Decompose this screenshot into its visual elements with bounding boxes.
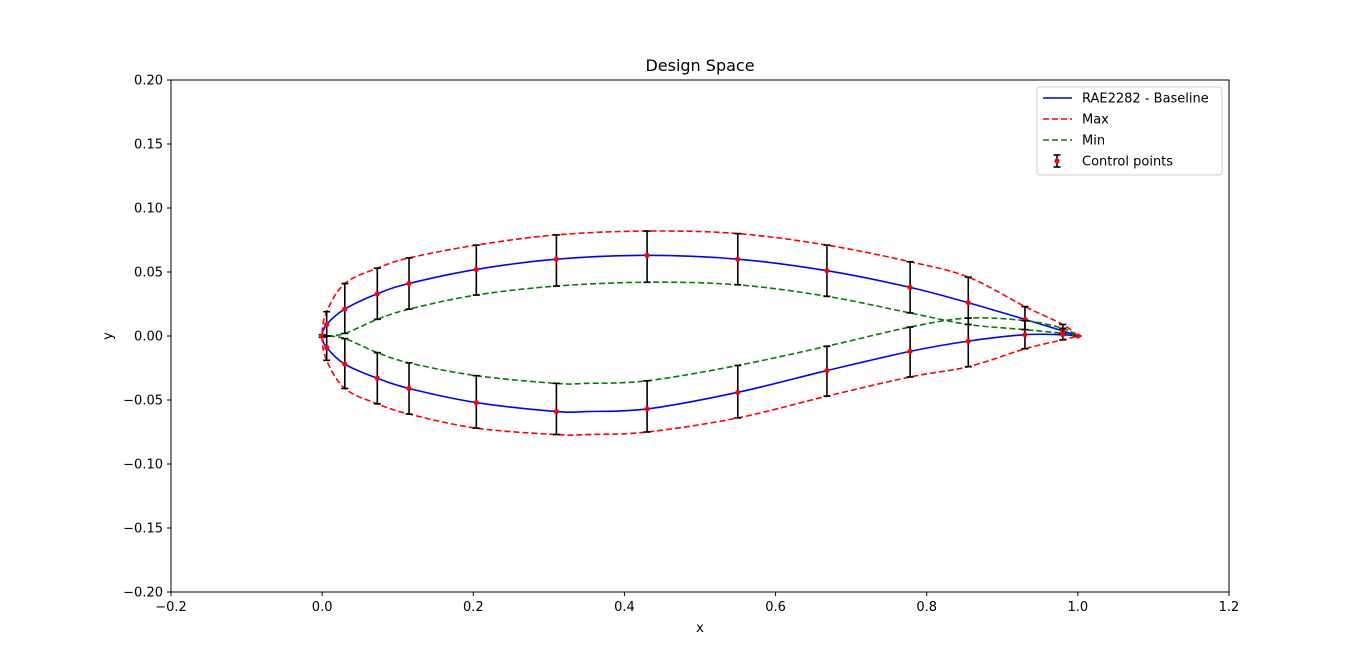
control-point: [1074, 333, 1082, 339]
series-line-max: [321, 230, 1079, 436]
y-tick-label: −0.20: [123, 586, 163, 601]
control-point: [318, 333, 326, 339]
control-point: [823, 244, 831, 298]
control-point-marker: [907, 284, 913, 290]
control-point: [643, 230, 651, 284]
y-tick-label: 0.05: [134, 266, 163, 281]
x-tick-label: 0.4: [614, 600, 635, 615]
chart-title: Design Space: [645, 56, 754, 75]
control-point-marker: [342, 306, 348, 312]
series-line-rae2282-baseline: [321, 254, 1079, 414]
y-tick-label: 0.10: [134, 202, 163, 217]
control-point: [373, 267, 381, 321]
control-point-marker: [473, 399, 479, 406]
y-tick-label: −0.05: [123, 394, 163, 409]
control-point-marker: [1060, 332, 1066, 338]
control-point-marker: [473, 266, 479, 273]
control-point-marker: [342, 361, 348, 367]
legend-label: Control points: [1082, 155, 1173, 170]
legend-entry-control-points: Control points: [1053, 154, 1173, 170]
series-line-min: [320, 281, 1079, 385]
control-point-marker: [644, 406, 650, 412]
legend-entry-rae2282-baseline: RAE2282 - Baseline: [1043, 92, 1209, 107]
control-point-marker: [324, 321, 330, 328]
control-point: [734, 232, 742, 286]
control-point: [472, 374, 480, 429]
y-tick-label: −0.10: [123, 458, 163, 473]
x-tick-label: 0.0: [312, 600, 333, 615]
legend: RAE2282 - Baseline Max Min Control points: [1036, 86, 1223, 176]
control-point: [1059, 327, 1067, 341]
control-point: [964, 317, 972, 368]
control-point: [472, 244, 480, 296]
y-axis-label: y: [101, 332, 116, 340]
control-point-marker: [965, 338, 971, 344]
legend-box: [1036, 86, 1223, 176]
control-point-marker: [406, 280, 412, 287]
legend-swatch-marker: [1054, 158, 1060, 164]
control-point: [552, 382, 560, 436]
control-point: [552, 234, 560, 287]
control-point: [373, 351, 381, 405]
control-point-marker: [324, 344, 330, 351]
x-tick-label: −0.2: [155, 600, 187, 615]
control-point-marker: [644, 252, 650, 258]
control-point: [643, 379, 651, 433]
axis-ticks: −0.2 0.0 0.2 0.4 0.6 0.8 1.0 1.2 −0.20 −0.15 −0.10…: [123, 74, 1239, 616]
control-point: [906, 326, 914, 378]
control-point-marker: [965, 300, 971, 306]
y-tick-label: 0.00: [134, 330, 163, 345]
x-axis-label: x: [696, 621, 704, 636]
control-point-marker: [735, 256, 741, 262]
control-point: [906, 260, 914, 314]
control-point: [323, 335, 331, 362]
control-point: [1021, 319, 1029, 350]
control-point: [405, 257, 413, 310]
x-tick-label: 1.0: [1068, 600, 1089, 615]
control-point-marker: [374, 375, 380, 381]
legend-entry-max: Max: [1043, 113, 1109, 128]
control-point-marker: [1022, 332, 1028, 338]
control-point: [341, 337, 349, 390]
control-point: [823, 345, 831, 397]
control-point-marker: [824, 367, 830, 374]
legend-label: Min: [1082, 134, 1105, 149]
control-point-marker: [553, 408, 560, 415]
legend-entry-min: Min: [1043, 134, 1105, 149]
legend-label: Max: [1082, 113, 1109, 128]
control-point: [964, 276, 972, 326]
control-point-marker: [735, 389, 741, 395]
control-point-marker: [824, 268, 830, 274]
control-point: [734, 364, 742, 419]
control-point: [323, 310, 331, 337]
x-tick-label: 1.2: [1219, 600, 1240, 615]
y-tick-label: −0.15: [123, 522, 163, 537]
x-tick-label: 0.8: [916, 600, 937, 615]
control-point: [341, 282, 349, 335]
plot-area: [318, 230, 1082, 436]
x-tick-label: 0.2: [463, 600, 484, 615]
control-point: [405, 362, 413, 415]
y-tick-label: 0.15: [134, 138, 163, 153]
x-tick-label: 0.6: [765, 600, 786, 615]
legend-label: RAE2282 - Baseline: [1082, 92, 1209, 107]
control-point-marker: [553, 256, 560, 262]
control-point-marker: [907, 348, 913, 354]
control-point-marker: [374, 291, 380, 297]
control-point-marker: [1075, 333, 1081, 339]
y-tick-label: 0.20: [134, 74, 163, 89]
control-point-marker: [406, 385, 412, 392]
control-point-marker: [319, 333, 325, 339]
